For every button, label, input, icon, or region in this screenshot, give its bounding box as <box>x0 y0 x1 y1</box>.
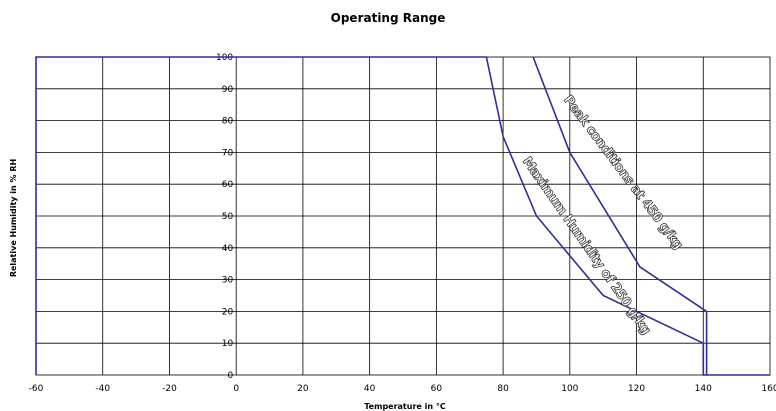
y-tick-label: 20 <box>222 307 234 317</box>
x-tick-label: 40 <box>364 384 376 394</box>
grid <box>35 56 771 376</box>
series-group <box>35 56 770 376</box>
x-tick-label: -40 <box>95 384 110 394</box>
y-tick-label: 30 <box>222 276 234 286</box>
y-axis-label: Relative Humidity in % RH <box>9 159 18 277</box>
y-tick-label: 10 <box>222 339 234 349</box>
y-tick-label: 80 <box>222 117 234 127</box>
x-tick-label: 160 <box>761 384 776 394</box>
y-tick-label: 60 <box>222 180 234 190</box>
y-tick-label: 70 <box>222 148 234 158</box>
x-tick-label: 0 <box>233 384 239 394</box>
x-tick-label: -60 <box>29 384 44 394</box>
x-tick-label: 20 <box>297 384 309 394</box>
series-line-2 <box>532 56 708 375</box>
y-tick-label: 100 <box>216 53 233 63</box>
x-tick-label: 60 <box>431 384 443 394</box>
x-axis-ticks: -60 -40 -20 0 20 40 60 80 100 120 140 160 <box>29 384 776 394</box>
y-axis-ticks: 0 10 20 30 40 50 60 70 80 90 100 <box>216 53 233 381</box>
y-tick-label: 0 <box>227 371 233 381</box>
x-tick-label: -20 <box>162 384 177 394</box>
x-axis-label: Temperature in °C <box>364 402 446 411</box>
x-tick-label: 80 <box>497 384 509 394</box>
x-tick-label: 120 <box>628 384 645 394</box>
y-tick-label: 40 <box>222 244 234 254</box>
y-tick-label: 50 <box>222 212 234 222</box>
series-line-1 <box>35 56 770 376</box>
y-tick-label: 90 <box>222 85 234 95</box>
x-tick-label: 140 <box>695 384 712 394</box>
x-tick-label: 100 <box>561 384 578 394</box>
chart-title: Operating Range <box>331 11 446 25</box>
